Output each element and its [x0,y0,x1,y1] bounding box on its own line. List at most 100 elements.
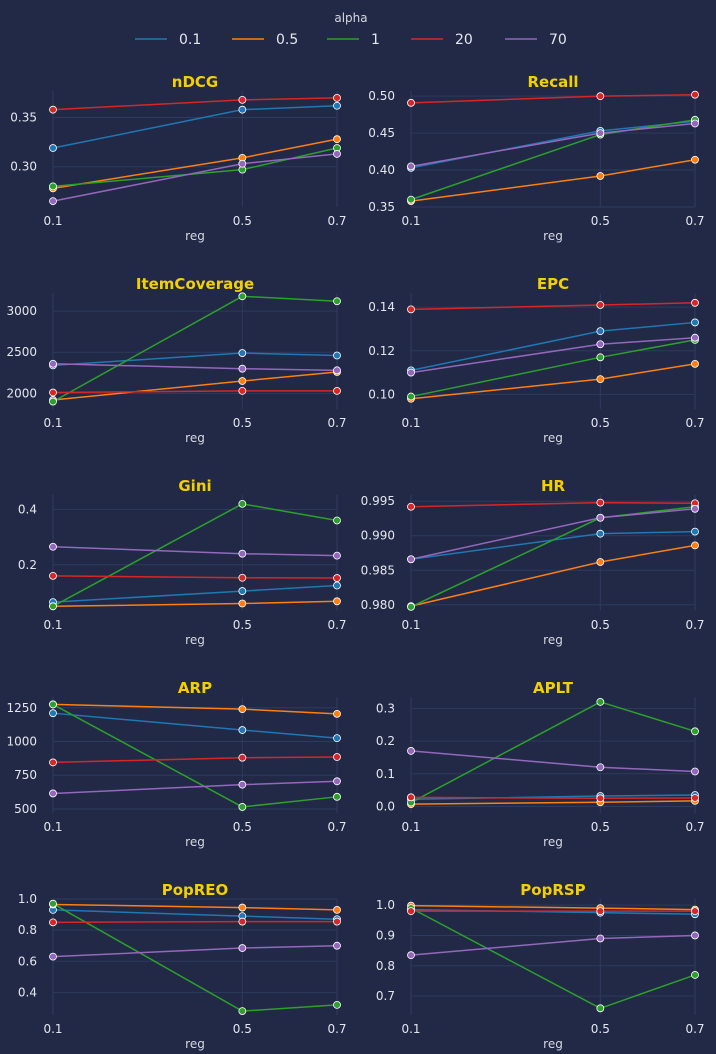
data-point-1 [596,353,605,362]
y-tick-label: 0.30 [10,160,37,174]
x-axis-label: reg [543,1037,563,1051]
panel-title: PopREO [162,881,229,899]
y-tick-label: 500 [14,802,37,816]
data-point-1 [596,1004,605,1013]
series-line-0.5 [52,138,338,190]
series-line-0.5 [410,904,696,911]
data-point-0.5 [333,709,341,718]
series-line-0.1 [52,104,338,149]
y-tick-label: 0.4 [18,985,37,999]
y-tick-label: 0.1 [376,767,395,781]
series-line-1 [410,339,696,398]
legend-label: 20 [455,32,473,48]
data-point-1 [333,792,341,801]
data-point-70 [49,952,57,961]
series-line-0.1 [52,909,338,920]
data-point-20 [49,105,57,114]
data-point-20 [691,298,699,307]
y-tick-label: 3000 [6,304,37,318]
data-point-70 [596,129,605,138]
y-tick-label: 1.0 [18,892,37,906]
y-tick-label: 2500 [6,345,37,359]
data-point-20 [691,907,699,916]
data-point-20 [333,93,341,102]
data-point-1 [238,803,247,811]
x-tick-label: 0.7 [327,820,346,834]
data-point-70 [407,747,415,755]
data-point-0.1 [49,709,57,718]
data-point-20 [238,387,247,395]
data-point-70 [691,333,699,342]
y-tick-label: 0.12 [368,344,395,358]
panel-title: APLT [533,679,574,697]
data-point-0.5 [238,705,247,714]
y-tick-label: 0.7 [376,989,395,1003]
data-point-0.1 [238,587,247,595]
x-tick-label: 0.1 [401,820,420,834]
panel-title: ARP [178,679,212,697]
y-tick-label: 0.995 [361,494,395,508]
y-tick-label: 0.4 [18,502,37,516]
x-tick-label: 0.7 [327,618,346,632]
panel-recall: Recall 0.35 0.40 0.45 0.50 0.1 0.5 0.7 reg [368,73,704,243]
series-line-70 [52,546,338,557]
data-point-70 [49,542,57,551]
x-tick-label: 0.5 [591,214,610,228]
panel-title: ItemCoverage [136,275,254,293]
panel-epc: EPC 0.10 0.12 0.14 0.1 0.5 0.7 reg [368,275,704,445]
series-line-1 [410,701,696,804]
series-line-0.5 [52,903,338,911]
panel-title: PopRSP [520,881,585,899]
data-point-1 [49,397,57,406]
data-point-70 [49,197,57,206]
data-point-0.5 [596,375,605,384]
x-axis-label: reg [185,1037,205,1051]
x-tick-label: 0.1 [43,416,62,430]
x-tick-label: 0.7 [327,1022,346,1036]
data-point-70 [596,513,605,522]
x-tick-label: 0.5 [233,1022,252,1036]
series-line-70 [52,780,338,795]
data-point-0.1 [333,734,341,743]
x-tick-label: 0.5 [591,1022,610,1036]
y-tick-label: 0.14 [368,300,395,314]
x-tick-label: 0.1 [401,214,420,228]
x-tick-label: 0.5 [233,416,252,430]
data-point-1 [691,971,699,979]
data-point-20 [596,794,605,803]
data-point-1 [49,182,57,191]
panel-itemcoverage: ItemCoverage 2000 2500 3000 0.1 0.5 0.7 reg [6,275,346,445]
y-tick-label: 0.45 [368,126,395,140]
data-point-20 [49,758,57,767]
y-tick-label: 750 [14,768,37,782]
data-point-1 [49,700,57,709]
y-tick-label: 0.35 [10,111,37,125]
data-point-20 [596,498,605,507]
data-point-1 [238,1007,247,1016]
data-point-0.1 [238,726,247,734]
x-tick-label: 0.1 [401,618,420,632]
x-tick-label: 0.1 [43,1022,62,1036]
series-line-70 [52,363,338,372]
data-point-20 [49,571,57,580]
data-point-1 [407,602,415,611]
panel-title: nDCG [172,73,218,91]
y-tick-label: 0.3 [376,701,395,715]
y-tick-label: 0.6 [18,954,37,968]
x-tick-label: 0.5 [591,618,610,632]
panel-arp: ARP 500 750 1000 1250 0.1 0.5 0.7 reg [6,679,346,849]
series-line-20 [410,796,696,800]
series-line-1 [410,505,696,608]
data-point-70 [238,159,247,168]
data-point-20 [238,95,247,104]
x-axis-label: reg [543,229,563,243]
x-tick-label: 0.7 [685,416,704,430]
data-point-1 [333,297,341,306]
data-point-20 [407,98,415,107]
series-line-0.1 [410,321,696,372]
data-point-70 [238,549,247,558]
data-point-0.1 [596,327,605,336]
x-tick-label: 0.1 [401,1022,420,1036]
y-tick-label: 0.2 [18,558,37,572]
